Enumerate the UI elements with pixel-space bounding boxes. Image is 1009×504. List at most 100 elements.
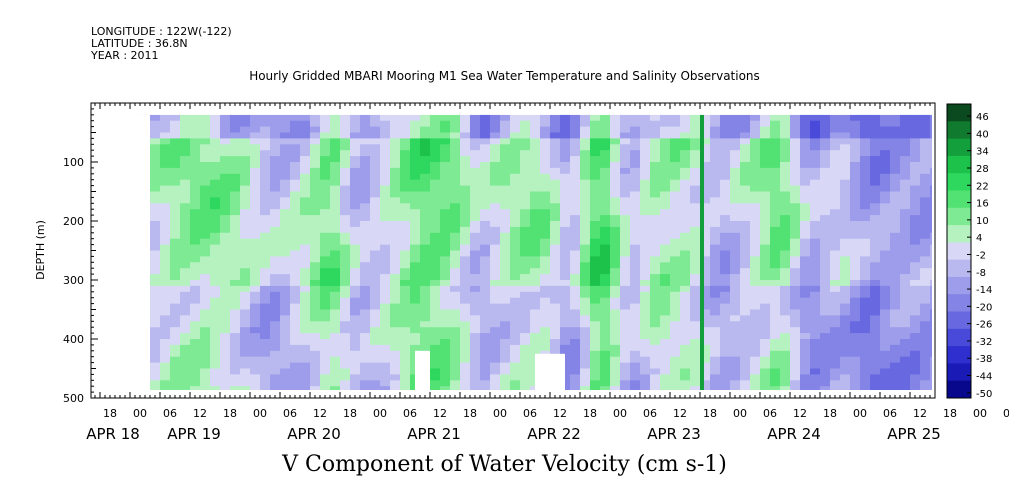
heatmap-cell: [830, 256, 841, 263]
heatmap-cell: [340, 274, 351, 281]
heatmap-cell: [920, 274, 931, 281]
heatmap-cell: [650, 350, 661, 358]
heatmap-cell: [290, 344, 301, 352]
heatmap-cell: [600, 344, 611, 352]
heatmap-cell: [520, 114, 531, 122]
heatmap-cell: [250, 285, 261, 293]
heatmap-cell: [350, 144, 361, 151]
heatmap-cell: [780, 126, 791, 134]
heatmap-cell: [330, 232, 341, 240]
heatmap-cell: [360, 221, 371, 228]
heatmap-cell: [800, 138, 811, 145]
heatmap-cell: [390, 344, 401, 352]
heatmap-cell: [490, 362, 501, 370]
heatmap-cell: [720, 339, 731, 346]
heatmap-cell: [700, 144, 711, 151]
heatmap-cell: [690, 350, 701, 358]
heatmap-cell: [460, 362, 471, 370]
heatmap-cell: [470, 197, 481, 204]
heatmap-cell: [730, 350, 741, 358]
heatmap-cell: [700, 197, 711, 204]
heatmap-cell: [540, 303, 551, 311]
heatmap-cell: [580, 256, 591, 263]
heatmap-cell: [770, 374, 781, 381]
heatmap-cell: [270, 126, 281, 134]
heatmap-cell: [360, 386, 371, 390]
heatmap-cell: [850, 203, 861, 210]
heatmap-cell: [870, 185, 881, 193]
heatmap-cell: [510, 362, 521, 370]
heatmap-cell: [800, 327, 811, 334]
heatmap-cell: [490, 356, 501, 364]
heatmap-cell: [900, 226, 911, 234]
heatmap-cell: [830, 374, 841, 381]
heatmap-cell: [290, 120, 301, 128]
heatmap-cell: [200, 215, 211, 222]
heatmap-cell: [610, 209, 621, 216]
heatmap-cell: [820, 244, 831, 252]
heatmap-cell: [390, 226, 401, 234]
year-text: YEAR : 2011: [91, 49, 159, 62]
heatmap-cell: [930, 321, 932, 328]
heatmap-cell: [810, 150, 821, 157]
heatmap-cell: [660, 315, 671, 322]
heatmap-cell: [200, 368, 211, 375]
heatmap-cell: [740, 327, 751, 334]
heatmap-cell: [230, 191, 241, 198]
heatmap-cell: [920, 309, 931, 316]
heatmap-cell: [250, 274, 261, 281]
heatmap-cell: [860, 197, 871, 204]
heatmap-cell: [310, 315, 321, 322]
heatmap-cell: [180, 232, 191, 240]
heatmap-cell: [440, 138, 451, 145]
heatmap-cell: [680, 197, 691, 204]
heatmap-cell: [800, 167, 811, 175]
heatmap-cell: [160, 138, 171, 145]
heatmap-cell: [300, 173, 311, 181]
heatmap-cell: [310, 215, 321, 222]
heatmap-cell: [180, 120, 191, 128]
heatmap-cell: [390, 197, 401, 204]
heatmap-cell: [210, 386, 221, 390]
heatmap-cell: [330, 327, 341, 334]
heatmap-cell: [510, 303, 521, 311]
heatmap-cell: [670, 150, 681, 157]
heatmap-cell: [310, 339, 321, 346]
heatmap-cell: [270, 120, 281, 128]
heatmap-cell: [350, 221, 361, 228]
heatmap-cell: [930, 315, 932, 322]
heatmap-cell: [700, 215, 711, 222]
heatmap-cell: [440, 173, 451, 181]
heatmap-cell: [290, 262, 301, 269]
heatmap-cell: [900, 333, 911, 340]
heatmap-cell: [180, 297, 191, 305]
heatmap-cell: [390, 167, 401, 175]
heatmap-cell: [420, 238, 431, 246]
heatmap-cell: [660, 173, 671, 181]
heatmap-cell: [150, 256, 161, 263]
heatmap-cell: [550, 167, 561, 175]
heatmap-cell: [990, 274, 1001, 281]
heatmap-cell: [340, 327, 351, 334]
heatmap-cell: [160, 203, 171, 210]
heatmap-cell: [690, 232, 701, 240]
heatmap-cell: [570, 268, 581, 275]
heatmap-cell: [200, 256, 211, 263]
heatmap-cell: [830, 162, 841, 169]
heatmap-cell: [670, 185, 681, 193]
heatmap-cell: [1000, 215, 1009, 222]
heatmap-cell: [600, 386, 611, 390]
heatmap-cell: [480, 197, 491, 204]
heatmap-cell: [190, 303, 201, 311]
heatmap-cell: [160, 315, 171, 322]
heatmap-cell: [880, 327, 891, 334]
heatmap-cell: [310, 356, 321, 364]
heatmap-cell: [850, 356, 861, 364]
heatmap-cell: [450, 203, 461, 210]
heatmap-cell: [740, 203, 751, 210]
heatmap-cell: [370, 221, 381, 228]
heatmap-cell: [890, 221, 901, 228]
heatmap-cell: [660, 309, 671, 316]
heatmap-cell: [500, 285, 511, 293]
heatmap-cell: [760, 126, 771, 134]
